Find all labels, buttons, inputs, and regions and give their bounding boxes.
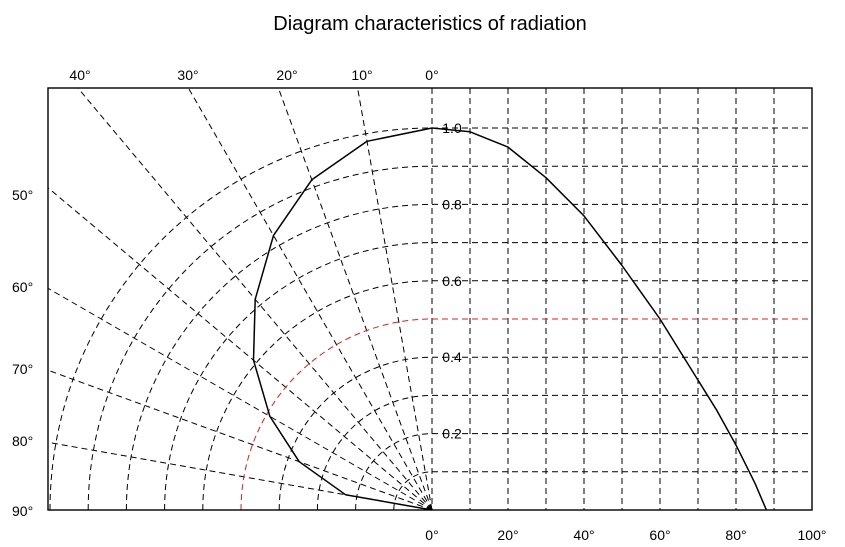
- polar-curve: [252, 127, 433, 511]
- top-angle-tick-label: 40°: [69, 67, 90, 83]
- left-angle-tick-label: 50°: [12, 187, 33, 203]
- polar-ring: [278, 356, 433, 510]
- half-intensity-ring: [240, 318, 433, 510]
- left-angle-tick-label: 70°: [12, 361, 33, 377]
- grid-layer: [48, 88, 812, 510]
- highlight-layer: [240, 318, 812, 510]
- polar-ring: [87, 165, 433, 510]
- plot-frame: [47, 87, 813, 511]
- left-angle-tick-label: 80°: [12, 433, 33, 449]
- x-tick-label: 80°: [725, 527, 746, 543]
- polar-spoke: [48, 369, 433, 510]
- radius-tick-label: 1.0: [442, 120, 462, 136]
- polar-ring: [125, 203, 433, 510]
- left-angle-tick-label: 60°: [12, 279, 33, 295]
- x-tick-label: 20°: [497, 527, 518, 543]
- polar-spoke: [48, 187, 433, 510]
- radius-tick-label: 0.2: [442, 426, 462, 442]
- frame-layer: [47, 87, 813, 511]
- polar-spoke: [48, 287, 433, 510]
- top-angle-tick-label: 10°: [351, 67, 372, 83]
- polar-ring: [49, 127, 433, 510]
- top-angle-tick-label: 20°: [276, 67, 297, 83]
- top-angle-tick-label: 30°: [177, 67, 198, 83]
- x-tick-label: 0°: [425, 527, 438, 543]
- polar-spoke: [277, 88, 433, 510]
- polar-spoke: [357, 88, 433, 510]
- polar-ring: [355, 433, 433, 510]
- polar-ring: [316, 394, 433, 510]
- polar-ring: [164, 242, 433, 510]
- left-angle-tick-label: 90°: [12, 503, 33, 519]
- x-tick-label: 60°: [649, 527, 670, 543]
- x-tick-label: 100°: [798, 527, 827, 543]
- radius-tick-label: 0.8: [442, 196, 462, 212]
- polar-ring: [393, 471, 433, 510]
- polar-ring: [202, 280, 433, 510]
- x-tick-label: 40°: [573, 527, 594, 543]
- curve-layer: [252, 127, 768, 511]
- radius-tick-label: 0.6: [442, 273, 462, 289]
- chart-title: Diagram characteristics of radiation: [273, 13, 586, 35]
- label-layer: 40° 30° 20° 10° 0° 50° 60° 70° 80° 90° 1.0 0.8 0.6 0.…: [12, 67, 826, 543]
- radius-tick-label: 0.4: [442, 349, 462, 365]
- polar-spoke: [77, 88, 433, 510]
- polar-spoke: [48, 441, 433, 510]
- cartesian-curve: [431, 127, 768, 511]
- top-angle-tick-label: 0°: [425, 67, 438, 83]
